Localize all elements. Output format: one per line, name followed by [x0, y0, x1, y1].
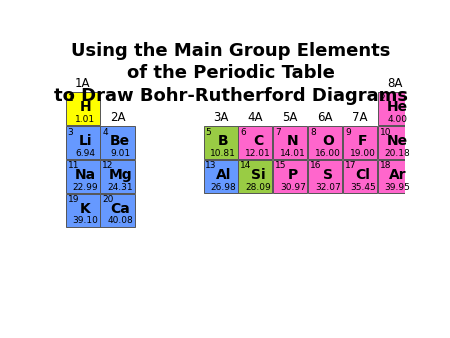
Text: 19: 19	[68, 195, 79, 204]
Text: Si: Si	[251, 168, 266, 182]
Text: F: F	[358, 134, 368, 148]
Text: 6A: 6A	[317, 111, 333, 124]
Text: 16: 16	[310, 162, 322, 170]
Text: B: B	[218, 134, 229, 148]
Text: Na: Na	[75, 168, 96, 182]
Text: N: N	[287, 134, 299, 148]
Text: S: S	[323, 168, 333, 182]
Text: 7: 7	[275, 127, 281, 137]
Text: 9.01: 9.01	[110, 149, 130, 158]
Text: Al: Al	[216, 168, 231, 182]
Bar	[66, 126, 99, 159]
Text: 14: 14	[240, 162, 252, 170]
Text: Ca: Ca	[110, 202, 130, 216]
Text: Using the Main Group Elements
of the Periodic Table
to Draw Bohr-Rutherford Diag: Using the Main Group Elements of the Per…	[54, 42, 408, 104]
Text: 7A: 7A	[352, 111, 368, 124]
Text: 15: 15	[275, 162, 287, 170]
Bar	[378, 160, 412, 193]
Text: 24.31: 24.31	[108, 183, 133, 192]
Text: 8: 8	[310, 127, 316, 137]
Bar	[308, 160, 342, 193]
Bar	[100, 194, 135, 227]
Text: 4: 4	[102, 127, 108, 137]
Text: 8A: 8A	[387, 77, 403, 90]
Text: He: He	[387, 100, 408, 114]
Bar	[273, 126, 307, 159]
Bar	[203, 160, 238, 193]
Text: P: P	[288, 168, 298, 182]
Text: 2A: 2A	[110, 111, 125, 124]
Bar	[378, 92, 412, 125]
Bar	[308, 126, 342, 159]
Text: 40.08: 40.08	[108, 216, 133, 225]
Text: Mg: Mg	[108, 168, 132, 182]
Text: C: C	[253, 134, 263, 148]
Bar	[238, 160, 273, 193]
Text: 18: 18	[380, 162, 392, 170]
Text: 16.00: 16.00	[315, 149, 341, 158]
Text: 5: 5	[206, 127, 211, 137]
Bar	[100, 126, 135, 159]
Text: Li: Li	[79, 134, 92, 148]
Text: 26.98: 26.98	[211, 183, 236, 192]
Bar	[66, 194, 99, 227]
Text: 1: 1	[68, 94, 73, 103]
Text: 39.10: 39.10	[72, 216, 98, 225]
Text: 39.95: 39.95	[385, 183, 410, 192]
Text: 1.01: 1.01	[75, 115, 95, 124]
Bar	[273, 160, 307, 193]
Text: 19.00: 19.00	[350, 149, 376, 158]
Text: 20: 20	[102, 195, 114, 204]
Text: 6.94: 6.94	[75, 149, 95, 158]
Text: 5A: 5A	[283, 111, 298, 124]
Text: 14.01: 14.01	[280, 149, 306, 158]
Text: 12.01: 12.01	[245, 149, 271, 158]
Text: 32.07: 32.07	[315, 183, 341, 192]
Text: 9: 9	[345, 127, 351, 137]
Text: O: O	[322, 134, 334, 148]
Text: 4.00: 4.00	[387, 115, 408, 124]
Text: K: K	[80, 202, 91, 216]
Text: 6: 6	[240, 127, 246, 137]
Text: 22.99: 22.99	[72, 183, 98, 192]
Bar	[343, 126, 377, 159]
Text: 13: 13	[206, 162, 217, 170]
Text: 17: 17	[345, 162, 356, 170]
Text: 30.97: 30.97	[280, 183, 306, 192]
Bar	[66, 160, 99, 193]
Text: Ar: Ar	[389, 168, 406, 182]
Text: 20.18: 20.18	[385, 149, 410, 158]
Bar	[203, 126, 238, 159]
Text: 12: 12	[102, 162, 114, 170]
Text: 10: 10	[380, 127, 392, 137]
Text: 4A: 4A	[248, 111, 263, 124]
Text: Cl: Cl	[356, 168, 370, 182]
Text: 2: 2	[380, 94, 386, 103]
Bar	[66, 92, 99, 125]
Bar	[378, 126, 412, 159]
Text: Ne: Ne	[387, 134, 408, 148]
Text: H: H	[80, 100, 91, 114]
Bar	[238, 126, 273, 159]
Text: 1A: 1A	[75, 77, 90, 90]
Text: 28.09: 28.09	[245, 183, 271, 192]
Bar	[100, 160, 135, 193]
Text: 3A: 3A	[213, 111, 228, 124]
Text: Be: Be	[110, 134, 130, 148]
Text: 11: 11	[68, 162, 79, 170]
Bar	[343, 160, 377, 193]
Text: 3: 3	[68, 127, 73, 137]
Text: 35.45: 35.45	[350, 183, 376, 192]
Text: 10.81: 10.81	[210, 149, 236, 158]
